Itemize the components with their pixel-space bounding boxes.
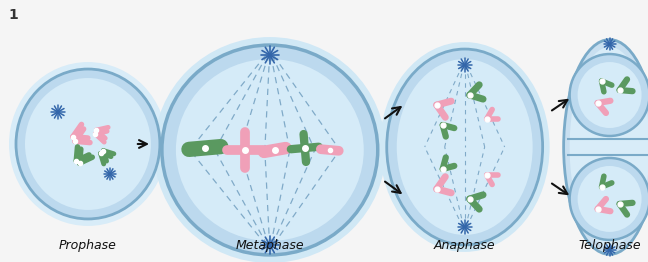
Ellipse shape bbox=[570, 54, 648, 136]
Ellipse shape bbox=[162, 45, 378, 255]
Text: Metaphase: Metaphase bbox=[235, 239, 304, 252]
Text: Anaphase: Anaphase bbox=[434, 239, 496, 252]
Ellipse shape bbox=[154, 37, 386, 262]
Text: Telophase: Telophase bbox=[578, 239, 641, 252]
Ellipse shape bbox=[397, 59, 533, 235]
Text: Prophase: Prophase bbox=[59, 239, 117, 252]
Ellipse shape bbox=[387, 49, 542, 245]
Ellipse shape bbox=[577, 62, 642, 128]
Ellipse shape bbox=[176, 59, 364, 241]
Ellipse shape bbox=[564, 40, 648, 254]
Ellipse shape bbox=[16, 69, 160, 219]
Ellipse shape bbox=[570, 158, 648, 240]
Ellipse shape bbox=[577, 166, 642, 232]
Text: 1: 1 bbox=[8, 8, 17, 22]
Ellipse shape bbox=[25, 78, 151, 210]
Ellipse shape bbox=[570, 47, 648, 247]
Ellipse shape bbox=[9, 62, 167, 226]
Ellipse shape bbox=[380, 42, 550, 252]
